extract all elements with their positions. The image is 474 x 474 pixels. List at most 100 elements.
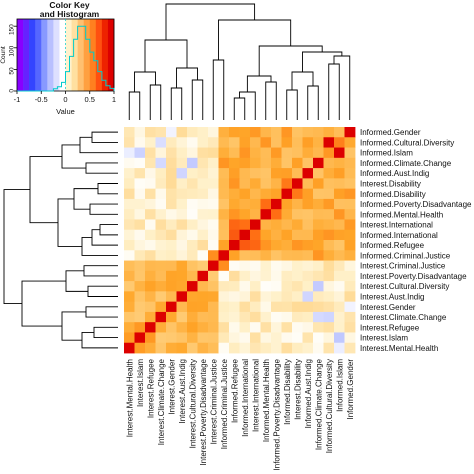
heatmap-cell xyxy=(344,219,356,231)
heatmap-cell xyxy=(176,281,188,292)
heatmap-cell xyxy=(176,188,188,200)
heatmap-cell xyxy=(302,301,314,313)
heatmap-cell xyxy=(239,260,251,272)
heatmap-cell xyxy=(239,311,251,323)
heatmap-cell xyxy=(344,209,356,220)
heatmap-cell xyxy=(218,229,230,241)
heatmap-cell xyxy=(334,260,345,272)
heatmap-cell xyxy=(239,137,251,148)
dendrogram-link xyxy=(91,229,118,246)
dendrogram-link xyxy=(85,162,118,174)
heatmap-cell xyxy=(313,157,324,169)
heatmap-cell xyxy=(218,157,230,169)
heatmap-cell xyxy=(271,260,282,272)
heatmap-cell xyxy=(197,229,209,241)
heatmap-cell xyxy=(323,240,335,251)
heatmap-cell xyxy=(271,229,282,241)
heatmap-cell xyxy=(292,301,303,313)
heatmap-cell xyxy=(344,240,356,251)
heatmap-cell xyxy=(187,250,198,261)
heatmap-cell xyxy=(134,301,146,313)
heatmap-cell xyxy=(155,178,167,190)
heatmap-cell xyxy=(155,260,167,272)
heatmap-cell xyxy=(218,322,230,333)
heatmap-cell xyxy=(166,311,177,323)
heatmap-cell xyxy=(344,168,356,179)
column-labels: Interest.Mental.Health Interest.Islam Inte… xyxy=(125,358,354,470)
color-key-subtitle: and Histogram xyxy=(40,9,100,19)
heatmap-cell xyxy=(239,168,251,179)
heatmap-cell xyxy=(218,342,230,354)
heatmap-cell xyxy=(197,291,209,303)
heatmap-cell xyxy=(208,147,219,159)
heatmap-cell xyxy=(239,301,251,313)
heatmap-cell xyxy=(229,291,240,303)
heatmap-cell xyxy=(155,322,167,333)
heatmap-cell xyxy=(187,157,198,169)
heatmap-cell xyxy=(176,291,188,303)
heatmap-cell xyxy=(271,301,282,313)
column-label: Interest.Criminal.Justice xyxy=(209,358,218,444)
heatmap-cell xyxy=(250,168,261,179)
heatmap-cell xyxy=(134,127,146,138)
heatmap-cell xyxy=(155,250,167,261)
heatmap-cell xyxy=(187,281,198,292)
heatmap-cell xyxy=(166,260,177,272)
heatmap-cell xyxy=(334,332,345,344)
heatmap-cell xyxy=(260,219,272,231)
heatmap-cell xyxy=(239,219,251,231)
dendrogram-link xyxy=(307,85,319,120)
heatmap-cell xyxy=(145,209,156,220)
heatmap-cell xyxy=(323,198,335,210)
color-key-tick-label: 0.5 xyxy=(85,95,95,104)
heatmap-cell xyxy=(302,332,314,344)
heatmap-cell xyxy=(260,332,272,344)
heatmap-cell xyxy=(145,260,156,272)
heatmap-cell xyxy=(124,291,135,303)
heatmap-cell xyxy=(313,198,324,210)
column-label: Interest.International xyxy=(251,359,260,432)
heatmap-cell xyxy=(292,127,303,138)
heatmap-cell xyxy=(176,198,188,210)
heatmap-cell xyxy=(281,229,293,241)
heatmap-cell xyxy=(208,168,219,179)
heatmap-cell xyxy=(176,260,188,272)
heatmap-cell xyxy=(166,270,177,282)
heatmap-cell xyxy=(260,157,272,169)
heatmap-cell xyxy=(208,188,219,200)
heatmap-cell xyxy=(302,137,314,148)
heatmap-cell xyxy=(155,229,167,241)
heatmap-cell xyxy=(313,229,324,241)
heatmap-cell xyxy=(292,342,303,354)
heatmap-cell xyxy=(292,209,303,220)
heatmap-cell xyxy=(292,188,303,200)
heatmap-cell xyxy=(187,291,198,303)
row-label: Informed.Aust.Indig xyxy=(360,169,429,178)
heatmap-cell xyxy=(166,342,177,354)
heatmap-cell xyxy=(145,198,156,210)
color-key-swatch xyxy=(83,19,91,91)
heatmap-cell xyxy=(155,311,167,323)
heatmap-cell xyxy=(281,198,293,210)
column-label: Interest.Islam xyxy=(136,359,145,407)
heatmap-cell xyxy=(271,168,282,179)
heatmap-cell xyxy=(281,332,293,344)
heatmap-cell xyxy=(239,229,251,241)
heatmap-cell xyxy=(145,311,156,323)
row-label: Interest.Climate.Change xyxy=(360,313,447,322)
heatmap-cell xyxy=(124,240,135,251)
heatmap-cell xyxy=(334,188,345,200)
heatmap-cell xyxy=(155,198,167,210)
heatmap-cell xyxy=(323,311,335,323)
heatmap-cell xyxy=(166,332,177,344)
heatmap-cell xyxy=(218,281,230,292)
heatmap-cell xyxy=(218,270,230,282)
dendrogram-link xyxy=(258,45,323,76)
heatmap-cell xyxy=(197,311,209,323)
heatmap-cell xyxy=(323,168,335,179)
heatmap-cell xyxy=(197,301,209,313)
dendrogram-link xyxy=(286,89,298,120)
dendrogram-link xyxy=(93,326,118,339)
heatmap-cell xyxy=(145,240,156,251)
heatmap-cell xyxy=(229,188,240,200)
